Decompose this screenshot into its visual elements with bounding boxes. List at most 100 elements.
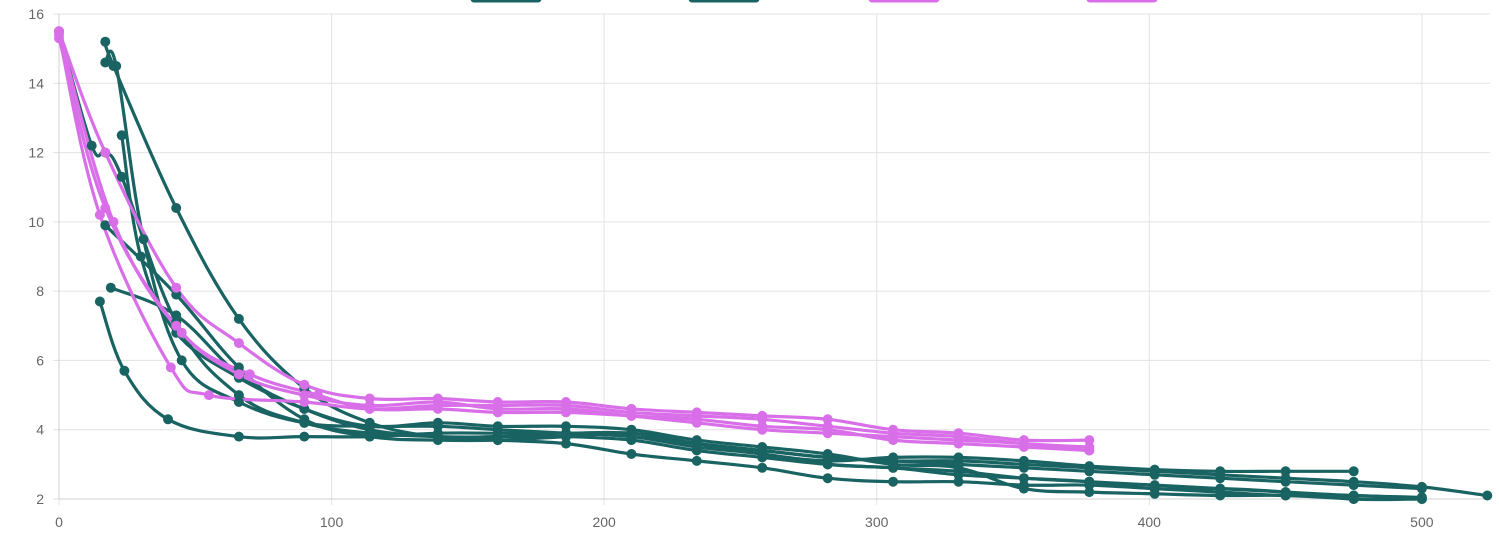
data-point[interactable] bbox=[757, 421, 768, 432]
data-point[interactable] bbox=[822, 455, 833, 466]
data-point[interactable] bbox=[233, 369, 244, 380]
data-point[interactable] bbox=[299, 403, 310, 414]
data-point[interactable] bbox=[108, 216, 119, 227]
data-point[interactable] bbox=[233, 338, 244, 349]
data-point[interactable] bbox=[492, 428, 503, 439]
data-point[interactable] bbox=[432, 397, 443, 407]
data-point[interactable] bbox=[492, 421, 503, 432]
data-point[interactable] bbox=[1348, 466, 1359, 477]
data-point[interactable] bbox=[888, 459, 899, 470]
data-point[interactable] bbox=[432, 417, 443, 428]
series-line-11[interactable] bbox=[57, 29, 1091, 453]
data-point[interactable] bbox=[561, 431, 571, 442]
data-point[interactable] bbox=[626, 424, 637, 435]
data-point[interactable] bbox=[432, 403, 443, 414]
data-point[interactable] bbox=[1416, 494, 1427, 504]
data-point[interactable] bbox=[1215, 466, 1226, 477]
data-point[interactable] bbox=[54, 26, 64, 37]
data-point[interactable] bbox=[888, 452, 899, 463]
data-point[interactable] bbox=[312, 390, 323, 401]
data-point[interactable] bbox=[1348, 480, 1359, 491]
data-point[interactable] bbox=[953, 452, 964, 463]
data-point[interactable] bbox=[233, 397, 244, 407]
data-point[interactable] bbox=[691, 455, 702, 466]
data-point[interactable] bbox=[119, 365, 130, 376]
data-point[interactable] bbox=[94, 296, 105, 307]
data-point[interactable] bbox=[171, 310, 182, 321]
series-line-8[interactable] bbox=[57, 29, 1091, 443]
data-point[interactable] bbox=[299, 414, 310, 425]
data-point[interactable] bbox=[299, 397, 310, 407]
data-point[interactable] bbox=[176, 327, 187, 338]
data-point[interactable] bbox=[1018, 442, 1029, 452]
data-point[interactable] bbox=[138, 234, 149, 245]
data-point[interactable] bbox=[757, 414, 768, 425]
data-point[interactable] bbox=[94, 209, 105, 220]
legend[interactable] bbox=[470, 0, 1158, 3]
data-point[interactable] bbox=[1018, 473, 1029, 484]
data-point[interactable] bbox=[757, 442, 768, 452]
data-point[interactable] bbox=[165, 362, 176, 373]
data-point[interactable] bbox=[561, 438, 571, 449]
data-point[interactable] bbox=[1084, 435, 1095, 446]
data-point[interactable] bbox=[100, 36, 111, 47]
data-point[interactable] bbox=[953, 476, 964, 487]
data-point[interactable] bbox=[100, 203, 111, 213]
series-line-7[interactable] bbox=[120, 133, 1356, 501]
data-point[interactable] bbox=[1084, 480, 1095, 491]
data-point[interactable] bbox=[244, 369, 255, 380]
data-point[interactable] bbox=[176, 355, 187, 366]
data-point[interactable] bbox=[492, 407, 503, 418]
data-point[interactable] bbox=[822, 449, 833, 459]
data-point[interactable] bbox=[233, 362, 244, 373]
data-point[interactable] bbox=[100, 147, 111, 158]
series-line-4[interactable] bbox=[98, 299, 1424, 491]
data-point[interactable] bbox=[1482, 490, 1493, 501]
data-point[interactable] bbox=[135, 251, 146, 262]
data-point[interactable] bbox=[1280, 466, 1291, 477]
legend-swatch[interactable] bbox=[868, 0, 940, 3]
data-point[interactable] bbox=[163, 414, 173, 425]
legend-swatch[interactable] bbox=[688, 0, 760, 3]
data-point[interactable] bbox=[691, 435, 702, 446]
data-point[interactable] bbox=[233, 431, 244, 442]
series-line-6[interactable] bbox=[103, 223, 1356, 474]
data-point[interactable] bbox=[364, 421, 375, 432]
data-point[interactable] bbox=[626, 449, 637, 459]
data-point[interactable] bbox=[1084, 461, 1095, 472]
data-point[interactable] bbox=[171, 282, 182, 293]
data-point[interactable] bbox=[1018, 462, 1029, 473]
data-point[interactable] bbox=[1280, 476, 1291, 487]
data-point[interactable] bbox=[626, 410, 637, 421]
data-point[interactable] bbox=[1149, 464, 1160, 475]
data-point[interactable] bbox=[116, 171, 127, 182]
data-point[interactable] bbox=[233, 390, 244, 401]
data-point[interactable] bbox=[105, 282, 116, 293]
data-point[interactable] bbox=[1018, 483, 1029, 494]
data-point[interactable] bbox=[1149, 488, 1160, 499]
data-point[interactable] bbox=[1215, 490, 1226, 501]
data-point[interactable] bbox=[233, 313, 244, 324]
series-line-9[interactable] bbox=[57, 33, 1091, 449]
data-point[interactable] bbox=[822, 424, 833, 435]
data-point[interactable] bbox=[1084, 445, 1095, 456]
data-point[interactable] bbox=[953, 469, 964, 480]
data-point[interactable] bbox=[100, 220, 111, 231]
data-point[interactable] bbox=[757, 449, 768, 459]
data-point[interactable] bbox=[888, 476, 899, 487]
data-point[interactable] bbox=[171, 320, 182, 331]
data-point[interactable] bbox=[111, 61, 122, 71]
data-point[interactable] bbox=[953, 438, 964, 449]
data-point[interactable] bbox=[1416, 483, 1427, 494]
data-point[interactable] bbox=[364, 393, 375, 404]
data-point[interactable] bbox=[822, 473, 833, 484]
legend-swatch[interactable] bbox=[470, 0, 542, 3]
data-point[interactable] bbox=[561, 421, 571, 432]
data-point[interactable] bbox=[757, 462, 768, 473]
data-point[interactable] bbox=[953, 462, 964, 473]
data-point[interactable] bbox=[116, 130, 127, 141]
data-point[interactable] bbox=[171, 289, 182, 300]
data-point[interactable] bbox=[299, 431, 310, 442]
data-point[interactable] bbox=[432, 435, 443, 446]
data-point[interactable] bbox=[171, 203, 182, 213]
